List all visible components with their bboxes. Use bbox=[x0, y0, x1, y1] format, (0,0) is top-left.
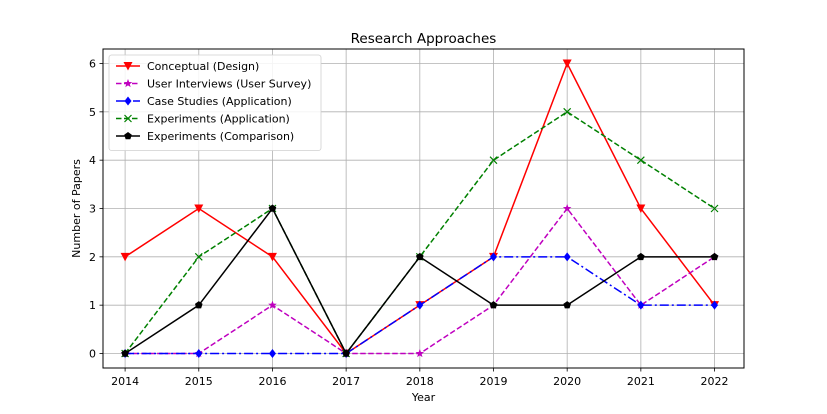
legend: Conceptual (Design) User Interviews (User… bbox=[108, 54, 322, 151]
data-point bbox=[121, 349, 129, 357]
y-tick-label: 5 bbox=[89, 106, 96, 119]
data-point bbox=[267, 252, 277, 262]
data-point bbox=[710, 252, 719, 261]
y-tick-label: 1 bbox=[89, 299, 96, 312]
data-point bbox=[268, 300, 277, 309]
chart-title: Research Approaches bbox=[351, 31, 497, 47]
data-point bbox=[489, 301, 498, 309]
data-point bbox=[489, 156, 498, 165]
x-tick-label: 2020 bbox=[553, 375, 581, 388]
x-tick-label: 2018 bbox=[406, 375, 434, 388]
data-point bbox=[194, 204, 204, 213]
data-point bbox=[637, 252, 645, 261]
y-tick-label: 3 bbox=[89, 203, 96, 216]
data-point bbox=[120, 252, 130, 262]
x-tick-label: 2016 bbox=[258, 375, 286, 388]
y-axis-label: Number of Papers bbox=[70, 159, 83, 258]
data-point bbox=[415, 349, 425, 358]
y-tick-label: 2 bbox=[89, 251, 96, 264]
x-tick-label: 2014 bbox=[111, 375, 139, 388]
legend-frame bbox=[108, 54, 322, 151]
series-5 bbox=[121, 204, 719, 357]
legend-label: Conceptual (Design) bbox=[147, 60, 259, 73]
legend-marker bbox=[123, 62, 133, 71]
data-point bbox=[563, 252, 571, 262]
legend-item: Conceptual (Design) bbox=[116, 60, 259, 73]
y-tick-label: 0 bbox=[89, 348, 96, 361]
legend-label: Case Studies (Application) bbox=[147, 95, 292, 108]
data-point bbox=[268, 204, 277, 212]
data-point bbox=[637, 300, 645, 310]
data-point bbox=[563, 107, 572, 116]
ticks: 2014 2015 2016 2017 2018 2019 2020 2021 2022 0 1 2 3… bbox=[89, 58, 729, 389]
legend-marker bbox=[124, 114, 132, 123]
legend-item: Experiments (Comparison) bbox=[116, 130, 294, 143]
legend-label: Experiments (Application) bbox=[147, 113, 290, 126]
data-point bbox=[636, 204, 646, 213]
data-point bbox=[195, 349, 203, 358]
data-point bbox=[268, 349, 276, 358]
x-tick-label: 2015 bbox=[185, 375, 213, 388]
data-point bbox=[636, 156, 645, 165]
x-tick-label: 2021 bbox=[627, 375, 655, 388]
series-group bbox=[120, 59, 720, 358]
x-tick-label: 2019 bbox=[479, 375, 507, 388]
x-tick-label: 2017 bbox=[332, 375, 360, 388]
data-point bbox=[342, 349, 350, 357]
y-tick-label: 4 bbox=[89, 154, 96, 167]
data-point bbox=[416, 300, 424, 310]
data-point bbox=[194, 252, 203, 261]
data-point bbox=[710, 204, 719, 213]
data-point bbox=[711, 300, 719, 310]
legend-marker bbox=[124, 96, 132, 106]
y-tick-label: 6 bbox=[89, 58, 96, 71]
legend-item: User Interviews (User Survey) bbox=[116, 78, 311, 91]
legend-label: User Interviews (User Survey) bbox=[147, 78, 311, 91]
data-point bbox=[194, 301, 203, 309]
x-tick-label: 2022 bbox=[701, 375, 729, 388]
data-point bbox=[416, 252, 424, 261]
data-point bbox=[489, 252, 497, 262]
legend-marker bbox=[123, 79, 133, 88]
legend-item: Case Studies (Application) bbox=[116, 95, 292, 108]
legend-label: Experiments (Comparison) bbox=[147, 130, 294, 143]
data-point bbox=[563, 301, 571, 309]
legend-marker bbox=[124, 132, 132, 140]
x-axis-label: Year bbox=[411, 391, 436, 404]
data-point bbox=[562, 59, 572, 68]
series-line bbox=[124, 110, 715, 355]
data-point bbox=[562, 204, 572, 213]
legend-item: Experiments (Application) bbox=[116, 113, 290, 126]
